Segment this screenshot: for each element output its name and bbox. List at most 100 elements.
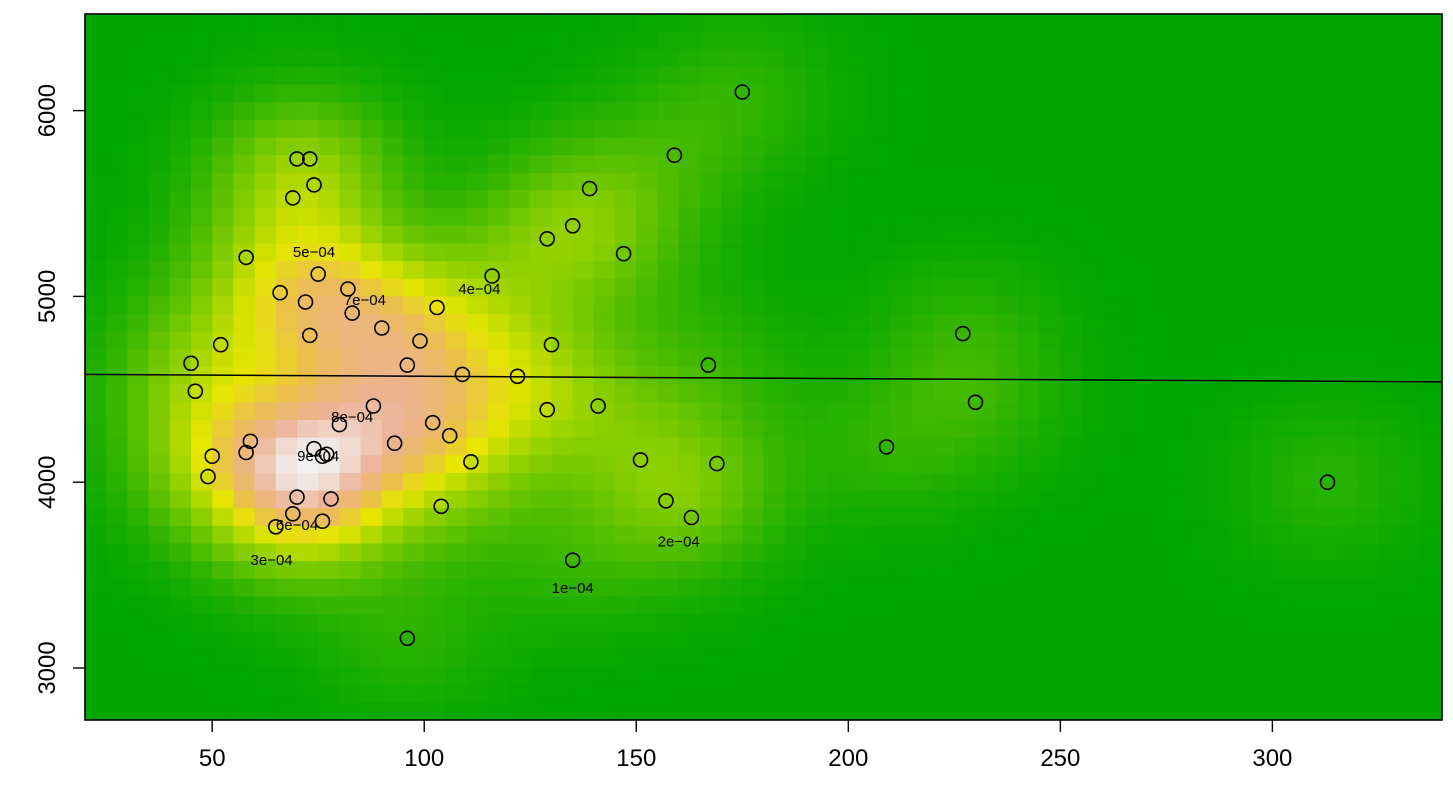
heat-cell: [911, 243, 934, 262]
heat-cell: [636, 137, 659, 156]
heat-cell: [890, 278, 913, 297]
heat-cell: [339, 14, 362, 33]
heat-cell: [1166, 172, 1189, 192]
heat-cell: [381, 419, 404, 439]
heat-cell: [233, 702, 256, 720]
heat-cell: [678, 102, 701, 121]
heat-cell: [1229, 331, 1252, 350]
heat-cell: [763, 384, 786, 403]
heat-cell: [1166, 367, 1189, 386]
heat-cell: [445, 331, 468, 350]
heat-cell: [763, 508, 786, 527]
heat-cell: [954, 137, 977, 156]
heat-cell: [721, 614, 743, 633]
heat-cell: [1081, 119, 1104, 139]
heat-cell: [1208, 278, 1231, 297]
heat-cell: [805, 667, 828, 686]
heat-cell: [1399, 684, 1422, 703]
heat-cell: [1335, 614, 1358, 633]
heat-cell: [1378, 543, 1401, 562]
heat-cell: [1399, 402, 1422, 421]
heat-cell: [593, 331, 616, 350]
heat-cell: [318, 437, 341, 456]
heat-cell: [784, 349, 807, 368]
heat-cell: [763, 261, 786, 280]
heat-cell: [424, 331, 447, 350]
heat-cell: [445, 525, 468, 545]
heat-cell: [1060, 561, 1083, 580]
heat-cell: [869, 119, 892, 139]
heat-cell: [593, 402, 616, 421]
heat-cell: [212, 490, 235, 509]
heat-cell: [530, 543, 553, 562]
heat-cell: [890, 455, 913, 474]
heat-cell: [1039, 402, 1061, 421]
data-point: [212, 336, 229, 353]
heat-cell: [360, 137, 383, 156]
heat-cell: [954, 561, 977, 580]
heat-cell: [191, 155, 213, 174]
heat-cell: [233, 119, 256, 139]
contour-label: 8e−04: [331, 409, 373, 426]
heat-cell: [551, 49, 574, 68]
heat-cell: [1187, 190, 1210, 209]
heat-cell: [678, 349, 701, 368]
heat-cell: [1399, 119, 1422, 139]
heat-cell: [954, 66, 977, 86]
heat-cell: [1039, 490, 1061, 509]
heat-cell: [254, 631, 277, 650]
heat-cell: [1378, 261, 1401, 280]
heat-cell: [85, 119, 107, 139]
heat-cell: [254, 84, 277, 103]
heat-cell: [530, 84, 553, 103]
heat-cell: [1251, 190, 1273, 209]
heat-cell: [530, 578, 553, 598]
heat-cell: [1102, 596, 1125, 615]
heat-cell: [1293, 137, 1316, 156]
heat-cell: [1335, 684, 1358, 703]
heat-cell: [1060, 296, 1083, 315]
heat-cell: [1314, 702, 1337, 720]
heat-cell: [805, 455, 828, 474]
heat-cell: [106, 278, 128, 297]
heat-cell: [233, 49, 256, 68]
heat-cell: [1017, 190, 1040, 209]
heat-cell: [1123, 402, 1146, 421]
heat-cell: [1229, 525, 1252, 545]
heat-cell: [593, 119, 616, 139]
heat-cell: [615, 367, 637, 386]
heat-cell: [636, 525, 659, 545]
heat-cell: [233, 384, 256, 403]
data-point: [967, 394, 984, 411]
heat-cell: [1102, 525, 1125, 545]
heat-cell: [742, 296, 765, 315]
heat-cell: [975, 172, 998, 192]
heat-cell: [339, 331, 362, 350]
heat-cell: [339, 31, 362, 50]
heat-cell: [1229, 225, 1252, 245]
heat-cell: [191, 84, 213, 103]
heat-cell: [954, 402, 977, 421]
heat-cell: [1039, 261, 1061, 280]
heat-cell: [1229, 66, 1252, 86]
heat-cell: [933, 243, 955, 262]
heat-cell: [1399, 190, 1422, 209]
heat-cell: [890, 384, 913, 403]
heat-cell: [933, 349, 955, 368]
heat-cell: [848, 278, 871, 297]
heat-cell: [1357, 684, 1379, 703]
heat-cell: [1166, 614, 1189, 633]
heat-cell: [636, 490, 659, 509]
heat-cell: [424, 261, 447, 280]
heat-cell: [1314, 631, 1337, 650]
heat-cell: [996, 314, 1019, 333]
heat-cell: [869, 472, 892, 492]
heat-cell: [106, 137, 128, 156]
heat-cell: [1420, 155, 1442, 174]
heat-cell: [721, 102, 743, 121]
heat-cell: [466, 614, 489, 633]
heat-cell: [954, 102, 977, 121]
heat-cell: [551, 384, 574, 403]
heat-cell: [657, 137, 680, 156]
heat-cell: [572, 402, 595, 421]
